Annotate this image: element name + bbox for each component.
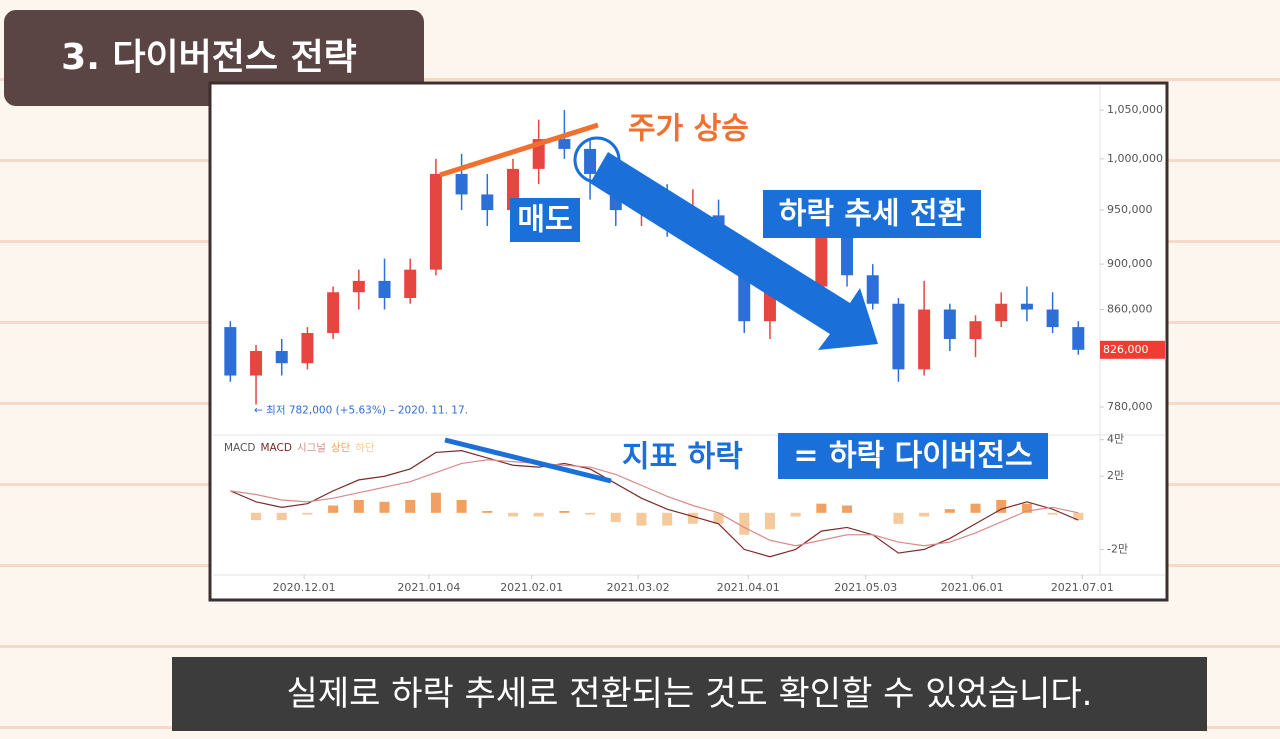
histogram-bar: [996, 500, 1007, 513]
plot-area: 780,000 860,000 900,000 950,000 1,000,000 1,0…: [224, 103, 1165, 594]
histogram-bar: [944, 509, 955, 513]
caption: 실제로 하락 추세로 전환되는 것도 확인할 수 있었습니다.: [172, 657, 1207, 731]
histogram-bar: [585, 512, 596, 515]
x-tick-label: 2021.06.01: [941, 581, 1004, 594]
x-tick-label: 2021.05.03: [834, 581, 897, 594]
candle-body: [1072, 327, 1085, 350]
histogram-bar: [893, 512, 904, 524]
trend-line-indicator: [444, 437, 612, 484]
y-tick-label: 950,000: [1107, 203, 1153, 216]
candle-body: [1046, 309, 1059, 328]
x-tick-label: 2021.01.04: [397, 581, 460, 594]
histogram-bar: [764, 512, 775, 530]
histogram-bar: [507, 512, 518, 517]
annotation-box: [510, 198, 580, 242]
candle-body: [584, 148, 597, 174]
x-tick-label: 2021.03.02: [607, 581, 670, 594]
candle-body: [866, 275, 879, 304]
candle-body: [892, 303, 905, 370]
price-marker: [1100, 340, 1165, 359]
x-tick-label: 2021.04.01: [717, 581, 780, 594]
candle-body: [352, 280, 365, 293]
histogram-bar: [970, 503, 981, 513]
macd-line: [230, 459, 1079, 547]
candle-body: [275, 351, 288, 364]
histogram-bar: [559, 510, 570, 513]
low-note: ← 최저 782,000 (+5.63%) – 2020. 11. 17.: [254, 404, 468, 416]
histogram-bar: [687, 512, 698, 524]
candle-body: [558, 139, 571, 149]
candle-body: [455, 173, 468, 195]
candle-body: [250, 351, 263, 376]
legend-title: MACD: [224, 442, 255, 454]
y-tick-label: 4만: [1107, 433, 1124, 446]
histogram-bar: [328, 505, 339, 513]
candle-body: [327, 292, 340, 334]
candle-body: [301, 333, 314, 364]
histogram-bar: [713, 512, 724, 524]
price-marker-label: 826,000: [1103, 343, 1149, 356]
annotation-price-up: 주가 상승: [628, 112, 749, 147]
histogram-bar: [533, 512, 544, 517]
histogram-bar: [379, 501, 390, 513]
histogram-bar: [1073, 512, 1084, 521]
legend-entry: MACD: [260, 442, 291, 454]
histogram-bar: [276, 512, 287, 521]
y-tick-label: -2만: [1107, 542, 1128, 555]
candle-body: [841, 231, 854, 276]
histogram-bar: [430, 492, 441, 513]
x-tick-label: 2020.12.01: [273, 581, 336, 594]
annotation-box: [778, 433, 1048, 479]
histogram-bar: [636, 512, 647, 526]
candle-body: [481, 194, 494, 211]
histogram-bar: [816, 503, 827, 513]
y-tick-label: 2만: [1107, 469, 1124, 482]
candle-body: [378, 280, 391, 298]
annotation-box: [763, 190, 981, 238]
candle-body: [969, 321, 982, 339]
histogram-bar: [739, 512, 750, 535]
candle-body: [429, 173, 442, 270]
y-tick-label: 860,000: [1107, 303, 1153, 316]
candle-body: [224, 327, 237, 376]
histogram-bar: [353, 500, 364, 513]
trend-line-price: [439, 122, 599, 178]
histogram-bar: [919, 512, 930, 517]
histogram-bar: [302, 512, 313, 515]
histogram-bar: [662, 512, 673, 526]
annotation-indicator-down: 지표 하락: [622, 440, 743, 475]
candle-body: [943, 309, 956, 339]
down-arrow: [590, 152, 878, 350]
legend-entry: 상단: [331, 442, 351, 454]
candle-body: [815, 231, 828, 287]
histogram-bar: [842, 505, 853, 513]
histogram-bar: [456, 500, 467, 513]
candle-body: [1020, 303, 1033, 310]
histogram-bar: [482, 510, 493, 513]
candle-body: [763, 292, 776, 322]
annotation-sell: 매도: [517, 203, 572, 238]
candle-body: [995, 303, 1008, 322]
y-tick-label: 1,000,000: [1107, 152, 1163, 165]
annotation-divergence: = 하락 다이버전스: [793, 439, 1032, 474]
histogram-bar: [405, 500, 416, 513]
y-tick-label: 1,050,000: [1107, 103, 1163, 116]
histogram-bar: [251, 512, 262, 521]
histogram-bar: [1047, 512, 1058, 515]
x-tick-label: 2021.07.01: [1051, 581, 1114, 594]
histogram-bar: [790, 512, 801, 517]
annotation-trend-change: 하락 추세 전환: [779, 197, 966, 232]
candle-body: [404, 269, 417, 298]
histogram-bar: [1021, 503, 1032, 513]
histogram-bar: [610, 512, 621, 522]
y-tick-label: 780,000: [1107, 400, 1153, 413]
y-tick-label: 900,000: [1107, 257, 1153, 270]
candle-body: [918, 309, 931, 370]
legend-entry: 시그널: [297, 442, 326, 454]
legend-entry: 하단: [355, 441, 375, 454]
x-tick-label: 2021.02.01: [500, 581, 563, 594]
